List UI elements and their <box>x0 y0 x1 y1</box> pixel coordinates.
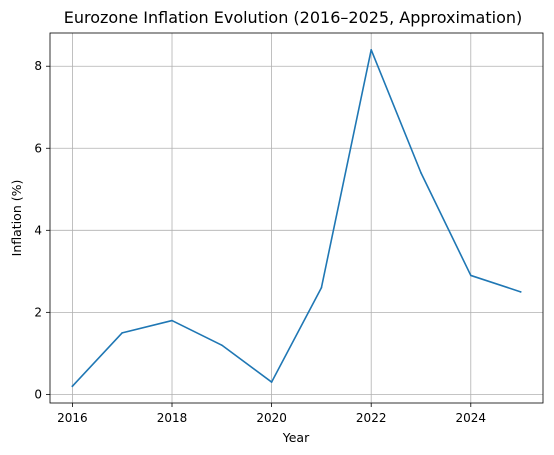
x-tick-label: 2022 <box>356 411 387 425</box>
data-point <box>221 344 223 346</box>
data-point <box>469 274 472 277</box>
series-line <box>71 49 522 388</box>
data-point <box>420 172 422 174</box>
y-tick-label: 6 <box>34 141 42 155</box>
data-point <box>71 385 74 387</box>
x-tick-label: 2018 <box>157 411 188 425</box>
x-tick-label: 2020 <box>256 411 287 425</box>
data-point <box>519 291 522 293</box>
x-axis-label: Year <box>282 430 310 445</box>
y-tick-label: 2 <box>34 305 42 319</box>
y-tick-label: 8 <box>34 59 42 73</box>
grid <box>50 33 543 403</box>
data-point <box>320 286 323 289</box>
ticks: 2016 2018 2020 2022 2024 0 2 4 6 8 <box>34 59 486 425</box>
data-point <box>270 381 273 383</box>
y-axis-label: Inflation (%) <box>9 180 24 257</box>
data-point <box>121 332 124 334</box>
y-tick-label: 0 <box>34 387 42 401</box>
chart-title: Eurozone Inflation Evolution (2016–2025,… <box>64 8 523 27</box>
series-layer <box>71 49 522 388</box>
data-point <box>171 319 173 322</box>
x-tick-label: 2024 <box>456 411 487 425</box>
data-point <box>370 49 372 51</box>
plot-frame <box>49 32 544 404</box>
y-tick-label: 4 <box>34 223 42 237</box>
x-tick-label: 2016 <box>57 411 88 425</box>
